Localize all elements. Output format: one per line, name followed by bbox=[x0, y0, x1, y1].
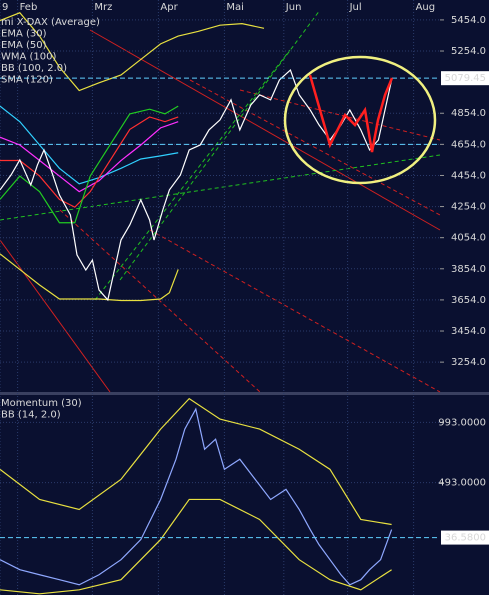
marker-box bbox=[441, 71, 489, 86]
x-tick-label: Apr bbox=[160, 2, 178, 13]
trend-line bbox=[0, 239, 111, 393]
x-tick-label: 9 bbox=[2, 2, 8, 13]
legend-label: EMA (30) bbox=[1, 29, 47, 40]
annotation-circle bbox=[283, 55, 437, 185]
series-line bbox=[0, 498, 392, 595]
trend-line bbox=[94, 49, 291, 301]
trend-line bbox=[239, 89, 441, 141]
trend-line bbox=[89, 29, 441, 231]
x-tick-label: Jul bbox=[349, 2, 362, 13]
legend-label: mi X-DAX (Average) bbox=[1, 17, 100, 28]
x-tick-label: Mrz bbox=[94, 2, 112, 13]
legend-label: Momentum (30) bbox=[1, 398, 82, 409]
trend-line bbox=[149, 229, 441, 393]
y-tick-label: 3254.0 bbox=[451, 357, 486, 368]
trend-line bbox=[59, 209, 261, 393]
legend-label: BB (100, 2.0) bbox=[1, 63, 67, 74]
series-line bbox=[0, 116, 179, 208]
y-tick-label: 5454.0 bbox=[451, 15, 486, 26]
y-tick-label: 3854.0 bbox=[451, 264, 486, 275]
series-line bbox=[0, 105, 179, 224]
series-line bbox=[0, 12, 265, 92]
x-tick-label: Feb bbox=[20, 2, 38, 13]
y-tick-label: 493.0000 bbox=[438, 478, 486, 489]
legend-label: BB (14, 2.0) bbox=[1, 410, 61, 421]
marker-label: 5079.45 bbox=[445, 73, 486, 84]
trend-line bbox=[189, 79, 441, 216]
legend-label: WMA (100) bbox=[1, 52, 57, 63]
y-tick-label: 4054.0 bbox=[451, 233, 486, 244]
marker-label: 36.5800 bbox=[445, 533, 486, 544]
legend-label: SMA (120) bbox=[1, 75, 53, 86]
series-line bbox=[0, 121, 179, 193]
panel-divider bbox=[0, 392, 489, 395]
series-line bbox=[0, 397, 392, 526]
series-line bbox=[0, 407, 393, 586]
x-tick-label: Jun bbox=[285, 2, 302, 13]
series-line bbox=[0, 253, 179, 302]
y-tick-label: 3654.0 bbox=[451, 295, 486, 306]
y-tick-label: 5254.0 bbox=[451, 46, 486, 57]
y-tick-label: 4254.0 bbox=[451, 202, 486, 213]
x-tick-label: Aug bbox=[416, 2, 436, 13]
y-tick-label: 4854.0 bbox=[451, 108, 486, 119]
y-tick-label: 3454.0 bbox=[451, 326, 486, 337]
annotation bbox=[308, 74, 394, 153]
x-tick-label: Mai bbox=[226, 2, 244, 13]
y-tick-label: 4654.0 bbox=[451, 139, 486, 150]
marker-box bbox=[441, 530, 489, 545]
y-tick-label: 4454.0 bbox=[451, 170, 486, 181]
y-tick-label: 993.0000 bbox=[438, 417, 486, 428]
legend-label: EMA (50) bbox=[1, 40, 47, 51]
